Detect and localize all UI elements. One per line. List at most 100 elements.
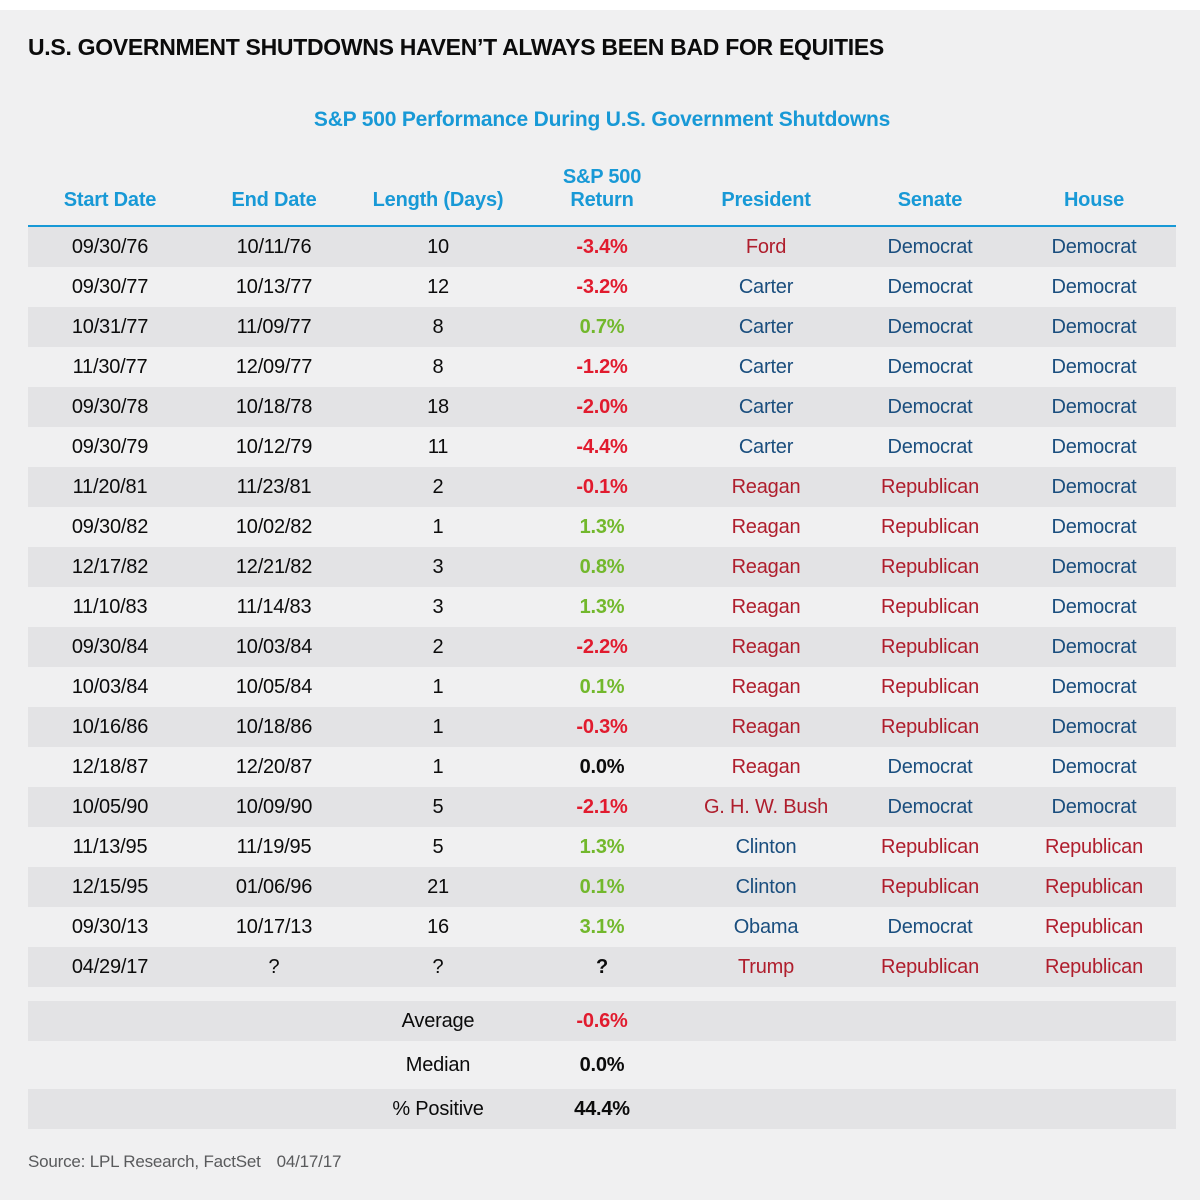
cell-senate: Democrat (887, 396, 973, 418)
cell-senate: Democrat (887, 916, 973, 938)
table-header-row: Start Date End Date Length (Days) S&P 50… (28, 150, 1176, 225)
cell-house: Democrat (1051, 396, 1137, 418)
cell-sp500-return: -2.0% (576, 396, 628, 418)
cell-senate: Republican (880, 636, 980, 658)
cell-length-days: 1 (432, 716, 444, 738)
column-header-start-date: Start Date (63, 188, 157, 211)
table-row: 09/30/78 10/18/78 18 -2.0% Carter Democrat Dem… (28, 387, 1176, 427)
column-header-senate: Senate (897, 188, 963, 211)
cell-length-days: 5 (432, 836, 444, 858)
summary-row-median: Median 0.0% (28, 1045, 1176, 1085)
cell-house: Democrat (1051, 356, 1137, 378)
cell-length-days: 10 (427, 236, 449, 258)
cell-senate: Republican (880, 716, 980, 738)
cell-sp500-return: -1.2% (576, 356, 628, 378)
table-row: 09/30/82 10/02/82 1 1.3% Reagan Republican Dem… (28, 507, 1176, 547)
cell-length-days: 3 (432, 596, 444, 618)
cell-start-date: 11/10/83 (72, 596, 148, 618)
cell-president: G. H. W. Bush (703, 796, 829, 818)
top-margin-strip (0, 0, 1200, 10)
cell-length-days: 1 (432, 676, 444, 698)
cell-president: Reagan (731, 516, 801, 538)
cell-house: Democrat (1051, 516, 1137, 538)
cell-length-days: 8 (432, 316, 444, 338)
cell-house: Republican (1044, 876, 1144, 898)
cell-house: Democrat (1051, 276, 1137, 298)
cell-sp500-return: 0.8% (579, 556, 625, 578)
table-row: 09/30/84 10/03/84 2 -2.2% Reagan Republican De… (28, 627, 1176, 667)
cell-start-date: 04/29/17 (71, 956, 149, 978)
summary-label: Average (401, 1010, 475, 1032)
cell-sp500-return: -3.2% (576, 276, 628, 298)
cell-house: Democrat (1051, 436, 1137, 458)
cell-president: Reagan (731, 756, 801, 778)
cell-house: Democrat (1051, 236, 1137, 258)
cell-start-date: 10/05/90 (71, 796, 149, 818)
cell-end-date: 10/18/86 (235, 716, 313, 738)
column-header-length-days: Length (Days) (372, 188, 504, 211)
cell-president: Clinton (735, 876, 797, 898)
cell-house: Republican (1044, 956, 1144, 978)
cell-senate: Republican (880, 596, 980, 618)
table-row: 10/31/77 11/09/77 8 0.7% Carter Democrat Democ… (28, 307, 1176, 347)
cell-sp500-return: 1.3% (579, 836, 625, 858)
cell-house: Democrat (1051, 756, 1137, 778)
summary-label: Median (405, 1054, 471, 1076)
cell-sp500-return: -4.4% (576, 436, 628, 458)
cell-length-days: 18 (427, 396, 449, 418)
cell-house: Democrat (1051, 596, 1137, 618)
cell-president: Clinton (735, 836, 797, 858)
cell-senate: Democrat (887, 796, 973, 818)
table-row: 09/30/79 10/12/79 11 -4.4% Carter Democrat Dem… (28, 427, 1176, 467)
cell-length-days: 11 (427, 436, 449, 458)
cell-sp500-return: ? (595, 956, 609, 978)
cell-length-days: 16 (427, 916, 449, 938)
cell-start-date: 09/30/79 (71, 436, 149, 458)
cell-senate: Democrat (887, 316, 973, 338)
cell-length-days: 1 (432, 516, 444, 538)
table-row: 09/30/77 10/13/77 12 -3.2% Carter Democrat Dem… (28, 267, 1176, 307)
cell-end-date: 10/09/90 (235, 796, 313, 818)
cell-length-days: 3 (432, 556, 444, 578)
table-row: 10/05/90 10/09/90 5 -2.1% G. H. W. Bush Democ… (28, 787, 1176, 827)
cell-sp500-return: -0.1% (576, 476, 628, 498)
cell-end-date: 10/03/84 (235, 636, 313, 658)
cell-sp500-return: 0.7% (579, 316, 625, 338)
table-row: 11/13/95 11/19/95 5 1.3% Clinton Republican Re… (28, 827, 1176, 867)
table-body: 09/30/76 10/11/76 10 -3.4% Ford Democrat Democ… (28, 227, 1176, 987)
summary-value: 44.4% (574, 1098, 630, 1120)
cell-start-date: 10/03/84 (71, 676, 149, 698)
column-header-house: House (1063, 188, 1125, 211)
table-row: 09/30/13 10/17/13 16 3.1% Obama Democrat Repub… (28, 907, 1176, 947)
cell-end-date: 12/20/87 (235, 756, 313, 778)
table-row: 11/30/77 12/09/77 8 -1.2% Carter Democrat Demo… (28, 347, 1176, 387)
cell-sp500-return: 0.1% (579, 676, 625, 698)
cell-end-date: 10/05/84 (235, 676, 313, 698)
cell-president: Reagan (731, 476, 801, 498)
summary-value: -0.6% (576, 1010, 628, 1032)
cell-end-date: 10/12/79 (235, 436, 313, 458)
cell-sp500-return: 0.1% (579, 876, 625, 898)
cell-sp500-return: 1.3% (579, 516, 625, 538)
cell-length-days: 5 (432, 796, 444, 818)
cell-president: Carter (738, 436, 794, 458)
cell-end-date: 12/09/77 (235, 356, 313, 378)
summary-row-percent-positive: % Positive 44.4% (28, 1089, 1176, 1129)
cell-end-date: 12/21/82 (235, 556, 313, 578)
cell-length-days: 8 (432, 356, 444, 378)
table-row: 12/15/95 01/06/96 21 0.1% Clinton Republican R… (28, 867, 1176, 907)
cell-start-date: 10/16/86 (71, 716, 149, 738)
cell-end-date: ? (268, 956, 280, 978)
cell-senate: Republican (880, 956, 980, 978)
cell-length-days: 21 (427, 876, 449, 898)
cell-sp500-return: 3.1% (579, 916, 625, 938)
cell-president: Ford (745, 236, 787, 258)
cell-length-days: ? (432, 956, 444, 978)
cell-start-date: 12/17/82 (71, 556, 149, 578)
summary-row-average: Average -0.6% (28, 1001, 1176, 1041)
cell-senate: Democrat (887, 436, 973, 458)
cell-end-date: 10/17/13 (235, 916, 313, 938)
summary-label: % Positive (392, 1098, 484, 1120)
cell-house: Republican (1044, 836, 1144, 858)
cell-start-date: 09/30/84 (71, 636, 149, 658)
